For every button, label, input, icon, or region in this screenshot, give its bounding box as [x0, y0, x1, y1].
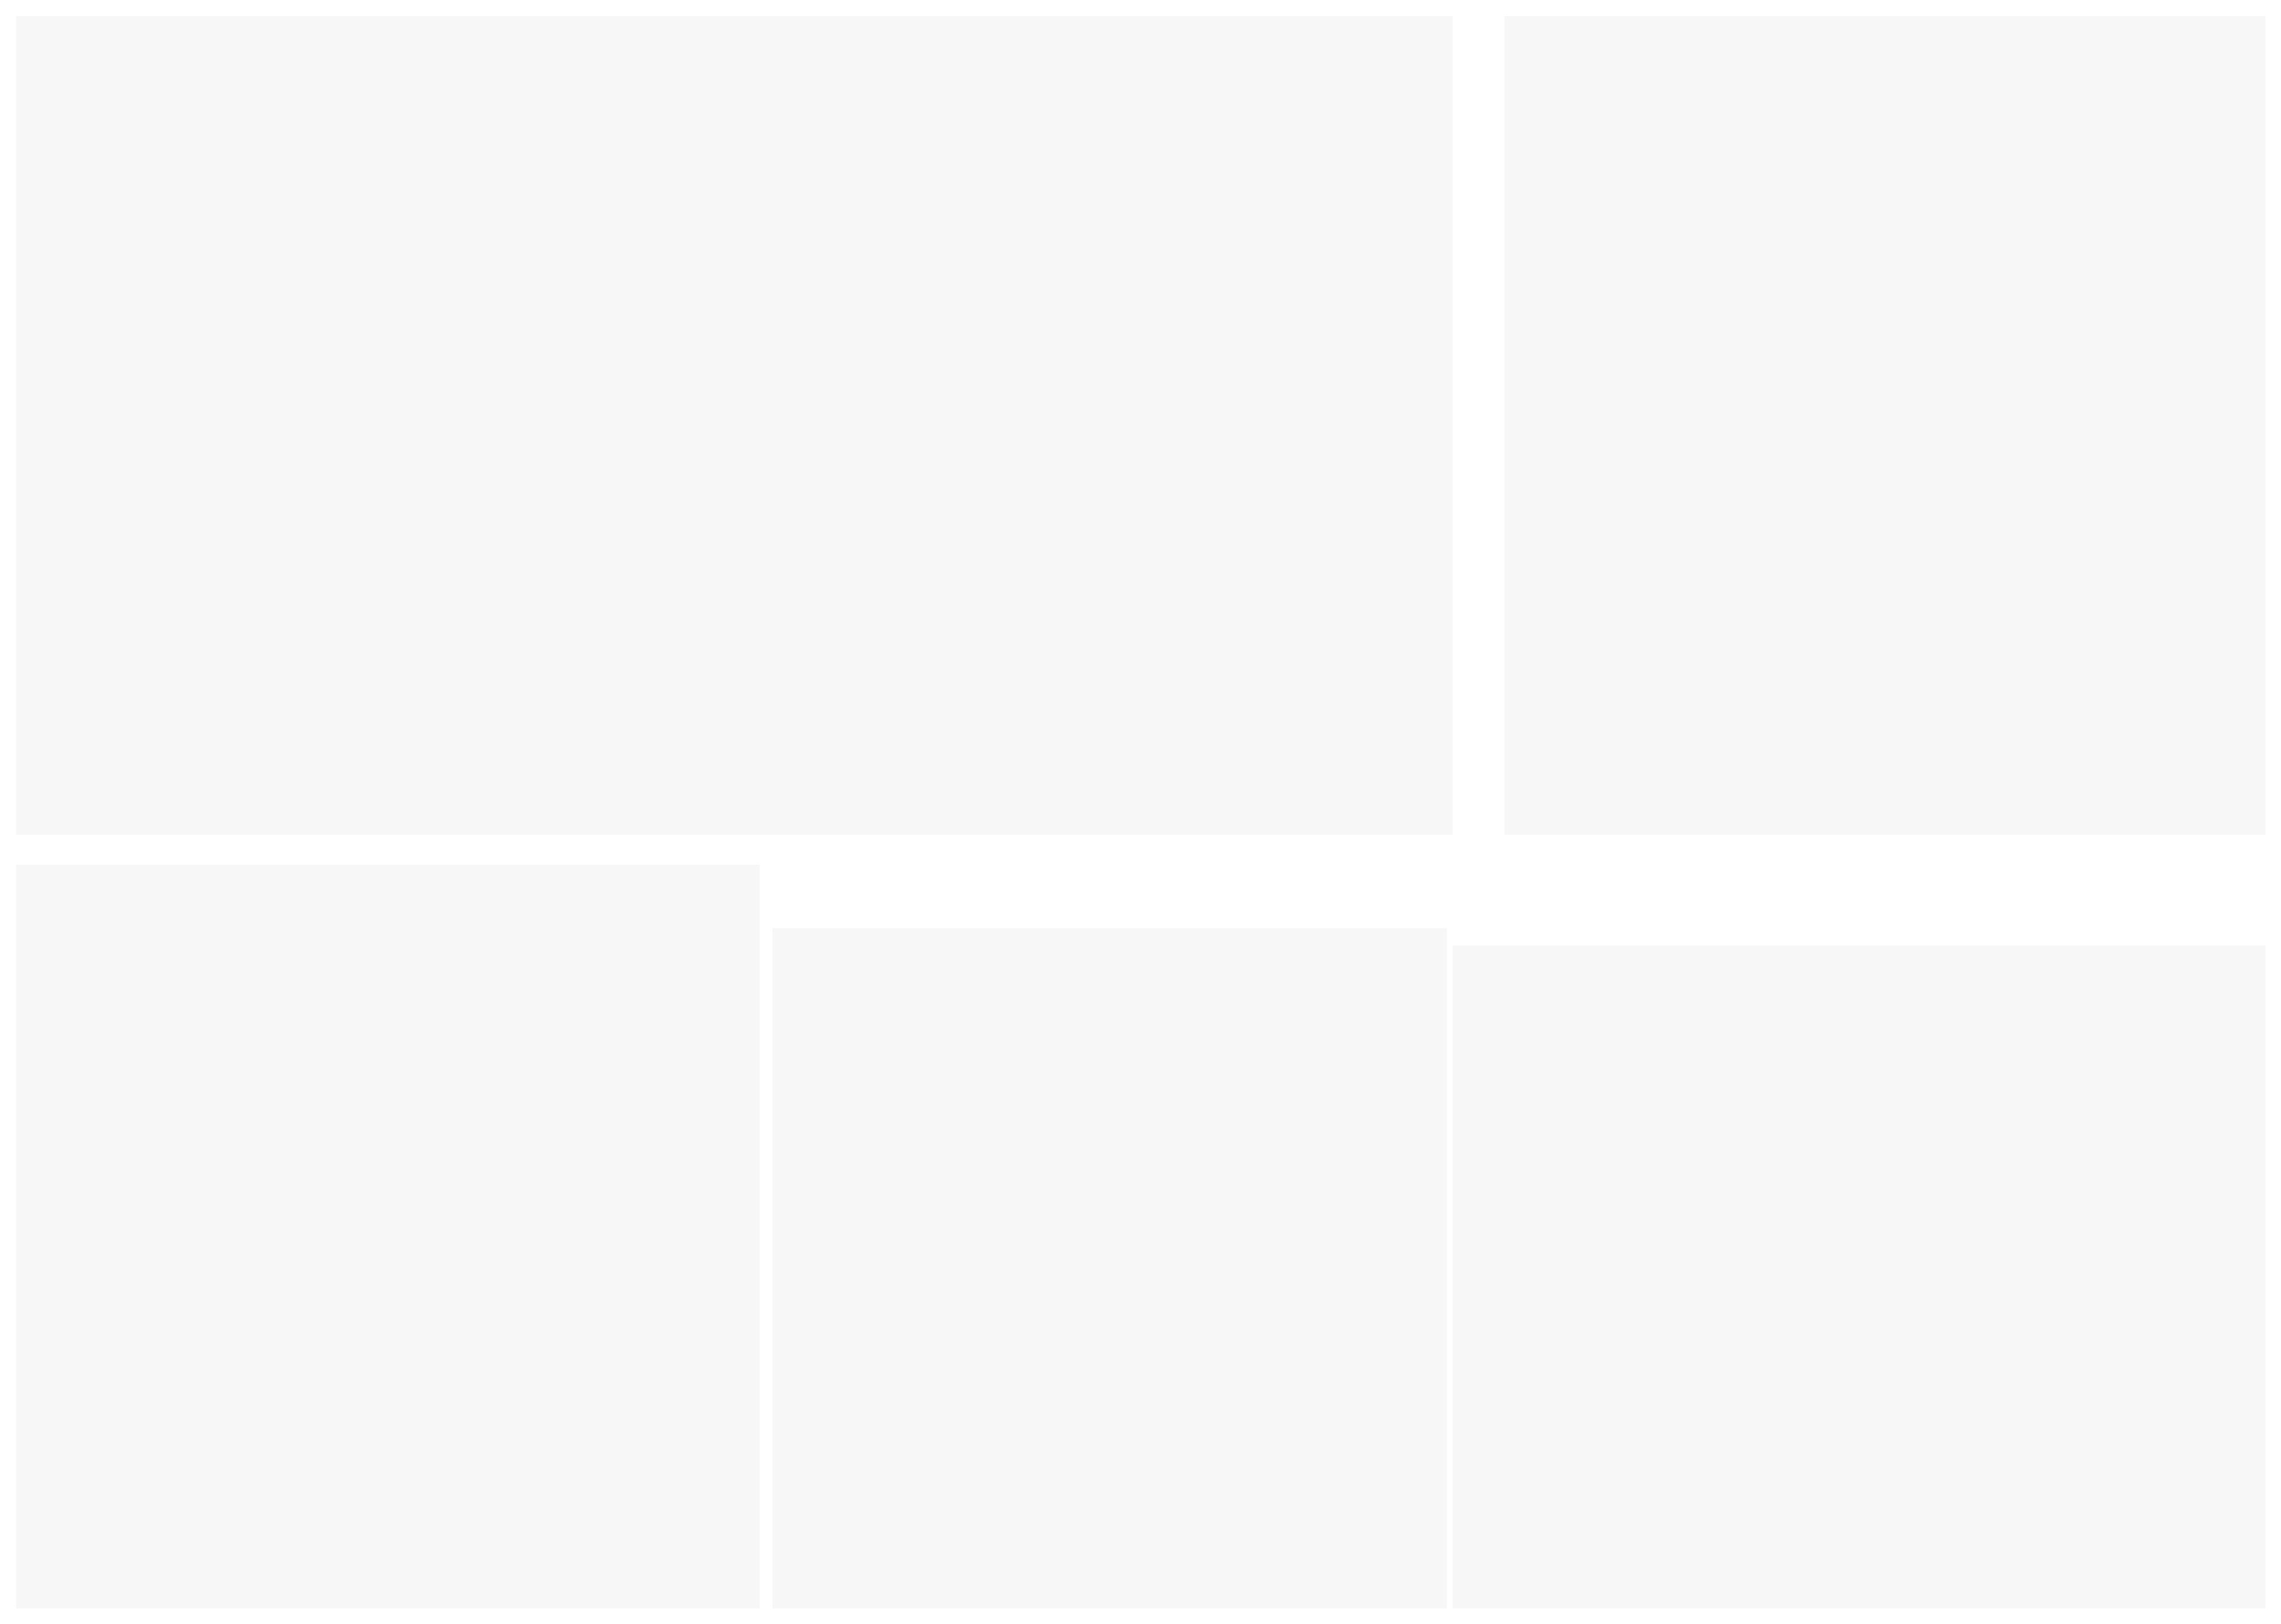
chart-panel-leaf-area	[1453, 945, 2265, 1608]
chart-panel-seedling-height	[1505, 16, 2265, 835]
chart-panel-seedling-emergence	[16, 16, 789, 835]
chart-panel-stem-diameter	[772, 928, 1447, 1608]
chart-panel-days-transplant	[16, 865, 760, 1608]
chart-panel-days-true-leaf	[772, 16, 1453, 835]
